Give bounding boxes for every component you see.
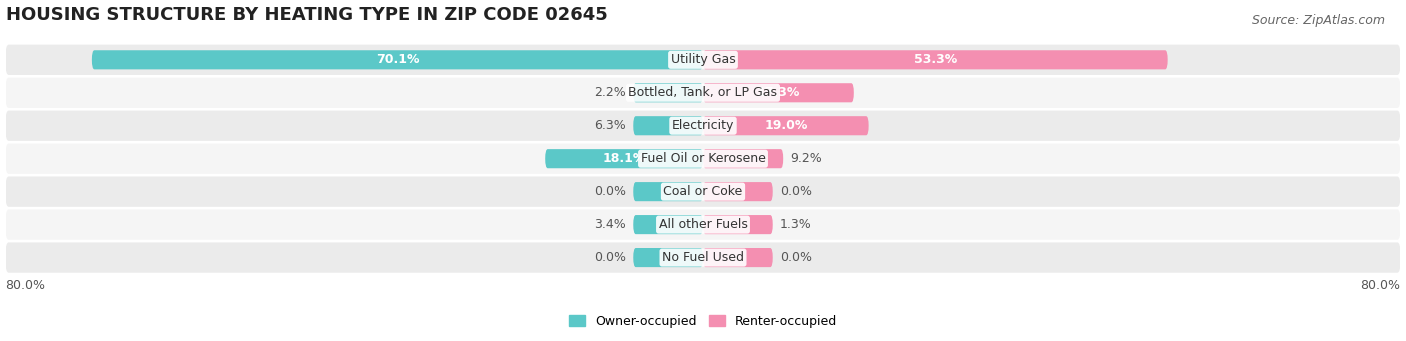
FancyBboxPatch shape [6, 177, 1400, 207]
Text: 0.0%: 0.0% [595, 251, 626, 264]
Text: 17.3%: 17.3% [756, 86, 800, 99]
Text: Coal or Coke: Coal or Coke [664, 185, 742, 198]
Text: 3.4%: 3.4% [595, 218, 626, 231]
FancyBboxPatch shape [703, 149, 783, 168]
FancyBboxPatch shape [633, 116, 703, 135]
Text: Source: ZipAtlas.com: Source: ZipAtlas.com [1251, 14, 1385, 27]
Text: 9.2%: 9.2% [790, 152, 823, 165]
Text: 0.0%: 0.0% [780, 185, 811, 198]
FancyBboxPatch shape [6, 242, 1400, 273]
Text: Utility Gas: Utility Gas [671, 53, 735, 66]
Text: 0.0%: 0.0% [780, 251, 811, 264]
Text: 6.3%: 6.3% [595, 119, 626, 132]
FancyBboxPatch shape [546, 149, 703, 168]
Text: 70.1%: 70.1% [375, 53, 419, 66]
Text: 1.3%: 1.3% [780, 218, 811, 231]
FancyBboxPatch shape [633, 215, 703, 234]
FancyBboxPatch shape [703, 50, 1167, 69]
Text: 80.0%: 80.0% [1361, 279, 1400, 292]
Text: Fuel Oil or Kerosene: Fuel Oil or Kerosene [641, 152, 765, 165]
FancyBboxPatch shape [633, 248, 703, 267]
Text: 80.0%: 80.0% [6, 279, 45, 292]
Text: No Fuel Used: No Fuel Used [662, 251, 744, 264]
Text: 53.3%: 53.3% [914, 53, 957, 66]
Text: 2.2%: 2.2% [595, 86, 626, 99]
FancyBboxPatch shape [633, 83, 703, 102]
Text: 18.1%: 18.1% [602, 152, 645, 165]
Legend: Owner-occupied, Renter-occupied: Owner-occupied, Renter-occupied [564, 310, 842, 333]
FancyBboxPatch shape [703, 83, 853, 102]
Text: All other Fuels: All other Fuels [658, 218, 748, 231]
Text: Bottled, Tank, or LP Gas: Bottled, Tank, or LP Gas [628, 86, 778, 99]
FancyBboxPatch shape [6, 144, 1400, 174]
FancyBboxPatch shape [6, 45, 1400, 75]
Text: Electricity: Electricity [672, 119, 734, 132]
FancyBboxPatch shape [6, 78, 1400, 108]
FancyBboxPatch shape [6, 110, 1400, 141]
Text: HOUSING STRUCTURE BY HEATING TYPE IN ZIP CODE 02645: HOUSING STRUCTURE BY HEATING TYPE IN ZIP… [6, 5, 607, 24]
FancyBboxPatch shape [6, 209, 1400, 240]
FancyBboxPatch shape [703, 248, 773, 267]
Text: 0.0%: 0.0% [595, 185, 626, 198]
FancyBboxPatch shape [91, 50, 703, 69]
FancyBboxPatch shape [633, 182, 703, 201]
FancyBboxPatch shape [703, 215, 773, 234]
FancyBboxPatch shape [703, 182, 773, 201]
FancyBboxPatch shape [703, 116, 869, 135]
Text: 19.0%: 19.0% [763, 119, 807, 132]
